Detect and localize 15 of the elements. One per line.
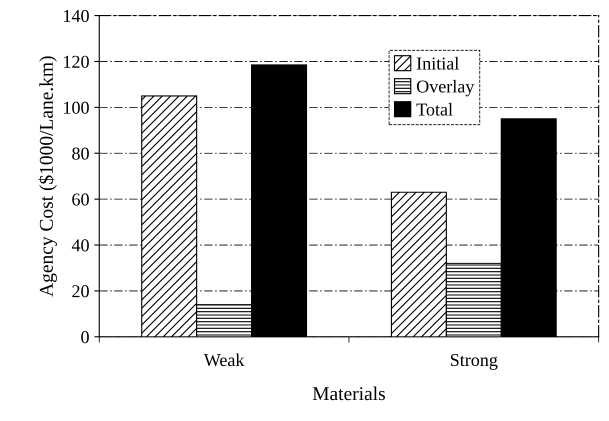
- y-tick-label: 60: [72, 193, 89, 206]
- y-tick-label: 20: [72, 285, 89, 298]
- y-tick-label: 120: [64, 56, 89, 68]
- legend-label: Total: [416, 102, 453, 116]
- y-tick-label: 0: [81, 331, 89, 344]
- x-tick-label: Strong: [450, 354, 498, 370]
- legend-label: Initial: [416, 56, 459, 70]
- x-tick-label: Weak: [204, 353, 244, 366]
- y-tick-label: 100: [64, 102, 89, 114]
- y-tick-label: 40: [72, 239, 89, 252]
- y-tick-label: 140: [64, 10, 89, 22]
- y-tick-label: 80: [72, 148, 89, 160]
- y-axis-title: Agency Cost ($1000/Lane.km): [38, 56, 57, 297]
- x-axis-title: Materials: [312, 386, 385, 400]
- legend-label: Overlay: [416, 80, 474, 96]
